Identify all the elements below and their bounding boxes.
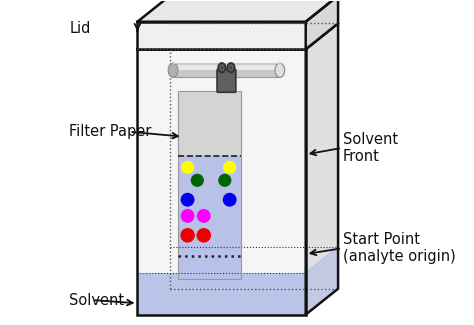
Text: Start Point
(analyte origin): Start Point (analyte origin) [343, 232, 456, 265]
Bar [137, 273, 306, 315]
Point [193, 178, 201, 183]
Bar [137, 49, 306, 315]
Ellipse shape [220, 65, 224, 70]
Text: Solvent
Front: Solvent Front [343, 132, 398, 164]
Bar [173, 65, 280, 70]
Text: Lid: Lid [70, 21, 91, 36]
Polygon shape [137, 0, 338, 22]
Bar [137, 49, 306, 315]
FancyBboxPatch shape [217, 69, 236, 92]
Polygon shape [137, 23, 338, 49]
Polygon shape [306, 0, 338, 49]
Bar [178, 156, 241, 279]
Polygon shape [306, 247, 338, 315]
Point [184, 233, 191, 238]
Ellipse shape [228, 63, 235, 72]
Ellipse shape [219, 63, 226, 72]
Ellipse shape [168, 63, 178, 77]
Bar [178, 91, 241, 279]
Bar [173, 63, 280, 77]
Point [226, 165, 234, 170]
Ellipse shape [229, 65, 233, 70]
Point [184, 197, 191, 202]
Text: Filter Paper: Filter Paper [70, 124, 152, 139]
Point [200, 213, 208, 218]
Point [226, 197, 234, 202]
Bar [178, 91, 241, 156]
Point [221, 178, 228, 183]
Text: Solvent: Solvent [70, 292, 125, 307]
Bar [137, 22, 306, 49]
Ellipse shape [275, 63, 284, 77]
Point [184, 165, 191, 170]
Polygon shape [306, 23, 338, 315]
Point [184, 213, 191, 218]
Point [200, 233, 208, 238]
